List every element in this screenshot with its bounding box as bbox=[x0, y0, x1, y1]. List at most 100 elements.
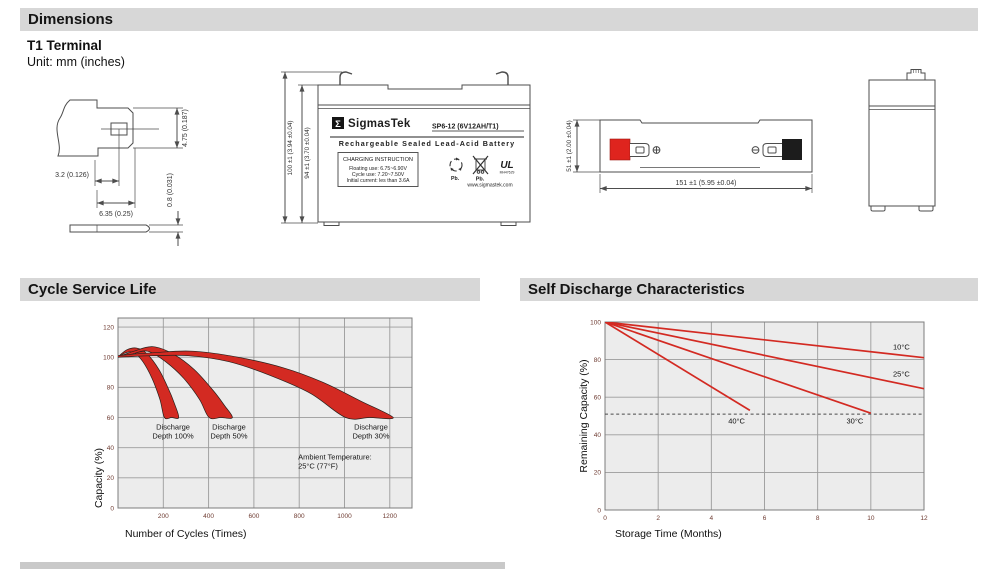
negative-tab-slot bbox=[767, 146, 777, 154]
pb-bin-text: Pb. bbox=[476, 177, 485, 183]
x-axis-label: Number of Cycles (Times) bbox=[125, 528, 247, 540]
tspan: Discharge bbox=[156, 423, 190, 432]
x-tick-label: 8 bbox=[816, 515, 820, 522]
y-axis-label: Capacity (%) bbox=[93, 448, 105, 508]
x-tick-label: 200 bbox=[158, 513, 169, 520]
y-tick-label: 0 bbox=[597, 507, 601, 514]
y-axis-label: Remaining Capacity (%) bbox=[578, 359, 590, 472]
dim-width-label: 151 ±1 (5.95 ±0.04) bbox=[675, 180, 736, 187]
battery-top-view: 51 ±1 (2.00 ±0.04) 151 ±1 (5.95 ±0.04) bbox=[566, 119, 813, 193]
plot-series bbox=[605, 322, 924, 415]
y-tick-label: 120 bbox=[103, 324, 114, 331]
sigma-glyph: Σ bbox=[335, 119, 341, 130]
terminal-detail-drawing: 4.75 (0.187) 3.2 (0.126) 6.35 (0.25) 0.8… bbox=[55, 99, 189, 246]
x-tick-label: 10 bbox=[867, 515, 875, 522]
x-tick-label: 6 bbox=[763, 515, 767, 522]
battery-front-view: Σ SigmasTek SP6-12 (6V12AH/T1) Rechargea… bbox=[281, 71, 531, 226]
ul-icon: UL bbox=[500, 160, 513, 171]
type-line-text: Rechargeable Sealed Lead-Acid Battery bbox=[339, 139, 516, 148]
charging-line-3: Initial current: les than 3.6A bbox=[347, 178, 410, 184]
series-label: 10°C bbox=[893, 342, 910, 351]
x-tick-label: 600 bbox=[248, 513, 259, 520]
tspan: Depth 30% bbox=[352, 432, 389, 441]
annotation: Ambient Temperature: 25°C (77°F) bbox=[298, 453, 372, 471]
model-text: SP6-12 (6V12AH/T1) bbox=[432, 124, 499, 131]
dim-width-small-label: 3.2 (0.126) bbox=[55, 172, 89, 179]
front-dim-texts: 100 ±1 (3.94 ±0.04) 94 ±1 (3.70 ±0.04) bbox=[287, 121, 311, 179]
annotation: Discharge Depth 50% bbox=[210, 423, 247, 441]
series-line bbox=[605, 322, 751, 412]
series-label: 40°C bbox=[728, 417, 745, 426]
end-body bbox=[868, 79, 936, 207]
charging-title: CHARGING INSTRUCTION bbox=[343, 157, 413, 163]
cycle-service-life-chart: Discharge Depth 100%Discharge Depth 50%Dis… bbox=[93, 317, 413, 540]
negative-faston-tab bbox=[762, 143, 782, 157]
y-tick-label: 100 bbox=[103, 355, 114, 362]
end-shapes bbox=[868, 69, 936, 212]
x-tick-label: 4 bbox=[710, 515, 714, 522]
pb-recycle-text: Pb. bbox=[451, 176, 460, 182]
y-tick-label: 80 bbox=[107, 385, 115, 392]
positive-polarity-icon bbox=[652, 146, 661, 154]
ul-code-text: MH47629 bbox=[500, 171, 515, 175]
terminal-shapes bbox=[56, 99, 183, 246]
y-tick-label: 60 bbox=[594, 395, 602, 402]
negative-polarity-icon bbox=[751, 146, 760, 154]
y-tick-label: 80 bbox=[594, 357, 602, 364]
annotation: Discharge Depth 30% bbox=[352, 423, 389, 441]
top-shapes bbox=[573, 119, 813, 193]
series-line bbox=[605, 322, 924, 359]
tspan: Ambient Temperature: bbox=[298, 453, 372, 462]
top-outline bbox=[599, 119, 813, 173]
tspan: Discharge bbox=[212, 423, 246, 432]
y-tick-label: 40 bbox=[594, 432, 602, 439]
series-line bbox=[605, 322, 872, 415]
positive-tab-slot bbox=[635, 146, 645, 154]
y-tick-label: 100 bbox=[590, 319, 601, 326]
annotation: Discharge Depth 100% bbox=[152, 423, 194, 441]
terminal-dim-texts: 4.75 (0.187) 3.2 (0.126) 6.35 (0.25) 0.8… bbox=[55, 109, 189, 218]
front-shapes bbox=[281, 71, 531, 226]
positive-faston-tab bbox=[630, 143, 650, 157]
terminal-side-profile bbox=[69, 224, 150, 233]
y-tick-label: 20 bbox=[594, 470, 602, 477]
top-dim-texts: 51 ±1 (2.00 ±0.04) 151 ±1 (5.95 ±0.04) bbox=[566, 120, 737, 187]
positive-terminal-block bbox=[609, 138, 631, 161]
y-tick-label: 0 bbox=[110, 505, 114, 512]
x-tick-label: 400 bbox=[203, 513, 214, 520]
unit-note: Unit: mm (inches) bbox=[27, 55, 125, 69]
brand-text: SigmasTek bbox=[348, 118, 411, 130]
sigma-logo-box bbox=[332, 117, 344, 129]
series-label: 25°C bbox=[893, 370, 910, 379]
self-discharge-chart: 10°C 25°C 30°C 40°C 0 20 40 60 80 100 0 2 4 6 8 10 12 Sto… bbox=[578, 319, 928, 540]
section-header-dimensions: Dimensions bbox=[20, 8, 978, 31]
charging-line-2: Cycle use: 7.20~7.50V bbox=[352, 172, 405, 178]
negative-terminal-block bbox=[782, 139, 802, 160]
recycle-icon bbox=[449, 157, 463, 172]
x-tick-label: 12 bbox=[920, 515, 928, 522]
foot-left bbox=[870, 206, 886, 212]
website-text: www.sigmastek.com bbox=[467, 183, 512, 189]
terminal-hook-right bbox=[495, 71, 509, 85]
x-tick-label: 800 bbox=[294, 513, 305, 520]
plot-frame bbox=[604, 321, 925, 511]
front-label-texts: Σ SigmasTek SP6-12 (6V12AH/T1) Rechargea… bbox=[335, 118, 516, 189]
crossed-bin-icon bbox=[472, 155, 489, 175]
terminal-plate-outline bbox=[56, 99, 134, 157]
band bbox=[118, 350, 394, 420]
dim-thickness-label: 0.8 (0.031) bbox=[167, 173, 174, 207]
series-label: 30°C bbox=[847, 417, 864, 426]
y-tick-label: 60 bbox=[107, 415, 115, 422]
battery-outline bbox=[317, 84, 531, 223]
y-tick-label: 20 bbox=[107, 475, 115, 482]
x-tick-label: 1000 bbox=[337, 513, 352, 520]
foot-left bbox=[323, 221, 340, 226]
terminal-hook-left bbox=[339, 71, 353, 85]
tspan: 25°C (77°F) bbox=[298, 462, 338, 471]
x-tick-label: 1200 bbox=[383, 513, 398, 520]
tspan: Depth 100% bbox=[152, 432, 194, 441]
dim-height-label: 4.75 (0.187) bbox=[182, 109, 189, 147]
section-header-self-discharge: Self Discharge Characteristics bbox=[520, 278, 978, 301]
series-line bbox=[605, 322, 924, 390]
